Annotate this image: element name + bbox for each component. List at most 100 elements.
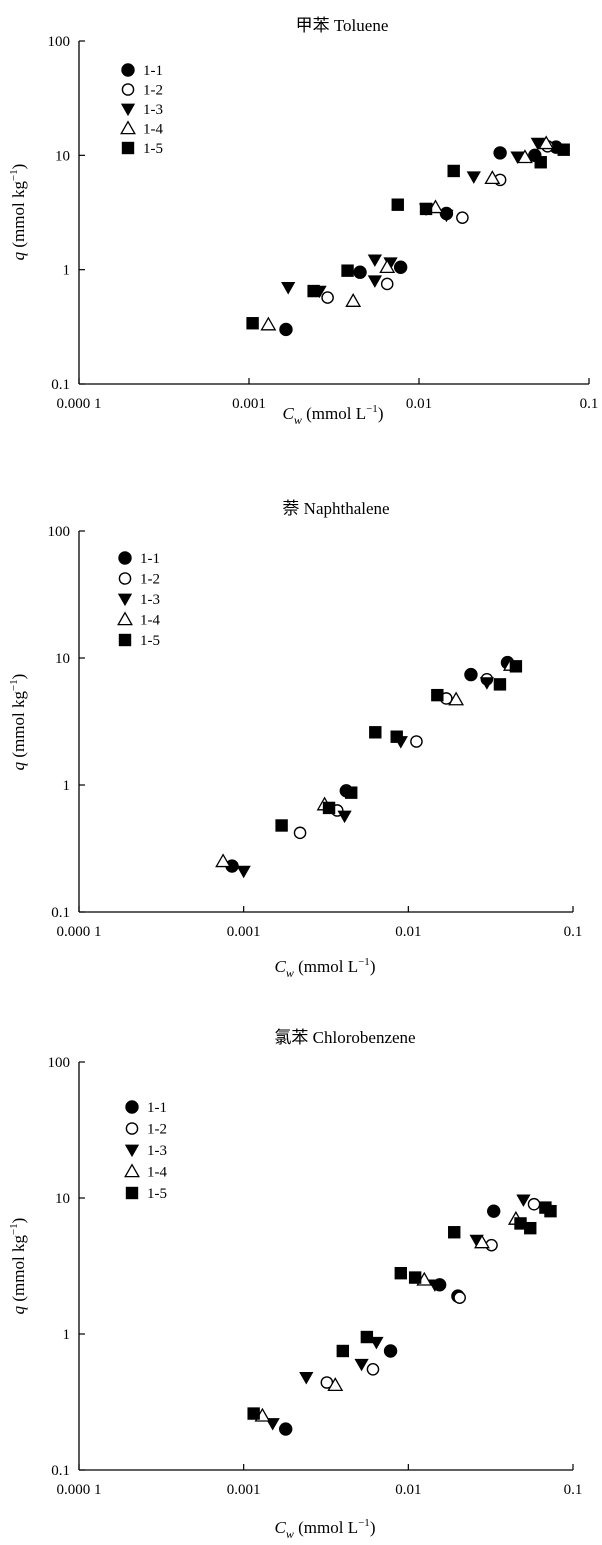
chart-panel-toluene: 甲苯 Toluene 0.000 1 0.001 0.01 0.10.1110100 … (8, 16, 598, 427)
data-point-1-5 (369, 726, 382, 739)
chart-panel-naphthalene: 萘 Naphthalene 0.000 1 0.001 0.01 0.1 0.1 1 10 1… (8, 499, 582, 980)
legend-label: 1-4 (147, 1165, 167, 1181)
x-tick-label: 0.01 (395, 1482, 421, 1498)
data-point-1-5 (246, 317, 259, 330)
legend-marker (124, 1144, 140, 1158)
data-point-1-5 (336, 1344, 350, 1358)
y-tick-label: 100 (48, 1055, 71, 1071)
y-tick-label: 0.1 (51, 905, 70, 921)
data-point-1-3 (367, 254, 382, 267)
legend-label: 1-2 (147, 1122, 167, 1138)
y-tick-label: 100 (48, 34, 71, 50)
legend-label: 1-2 (143, 83, 163, 99)
data-point-1-4 (484, 170, 501, 185)
legend-label: 1-1 (140, 551, 160, 567)
data-point-1-1 (464, 667, 478, 682)
data-points (215, 655, 523, 879)
legend-label: 1-3 (147, 1143, 167, 1159)
x-tick-label: 0.001 (227, 924, 261, 940)
data-point-1-4 (345, 293, 362, 307)
data-point-1-1 (487, 1204, 501, 1218)
chart-title: 氯苯 Chlorobenzene (274, 1028, 415, 1047)
data-point-1-1 (279, 322, 293, 337)
legend-marker (118, 551, 132, 565)
legend-marker (125, 1186, 139, 1200)
data-point-1-5 (307, 284, 320, 298)
legend-marker (125, 1122, 139, 1135)
data-point-1-2 (366, 1363, 380, 1376)
data-point-1-5 (514, 1217, 527, 1230)
chart-title: 萘 Naphthalene (282, 499, 389, 518)
legend-label: 1-5 (143, 141, 163, 157)
data-point-1-2 (456, 211, 469, 224)
data-point-1-5 (448, 1226, 461, 1239)
legend-marker (117, 593, 133, 607)
x-tick-label: 0.000 1 (57, 396, 102, 412)
x-axis-label: Cw (mmol L−1) (275, 1517, 376, 1541)
data-point-1-4 (215, 853, 232, 868)
chart-panel-chlorobenzene: 氯苯 Chlorobenzene 0.000 1 0.001 0.01 0.1 0.1 1… (8, 1028, 582, 1541)
x-tick-label: 0.1 (580, 396, 599, 412)
data-point-1-4 (474, 1234, 490, 1249)
legend-marker (117, 611, 133, 626)
data-point-1-4 (327, 1377, 344, 1392)
y-axis-label: q (mmol kg−1) (8, 1218, 28, 1315)
data-point-1-4 (379, 259, 396, 274)
legend-label: 1-4 (143, 122, 163, 138)
legend-label: 1-3 (140, 592, 160, 608)
y-tick-label: 100 (48, 524, 71, 540)
data-point-1-5 (419, 202, 433, 216)
data-point-1-1 (393, 260, 408, 274)
legend-label: 1-1 (147, 1100, 167, 1116)
data-point-1-3 (427, 1279, 443, 1292)
data-point-1-5 (394, 1266, 407, 1280)
legend-marker (120, 103, 136, 117)
data-point-1-5 (493, 678, 507, 691)
data-point-1-5 (447, 164, 460, 178)
data-point-1-5 (391, 198, 404, 211)
data-point-1-5 (341, 264, 354, 277)
legend: 1-1 1-2 1-3 1-4 1-5 (124, 1100, 167, 1202)
data-point-1-3 (466, 171, 481, 184)
y-tick-label: 1 (63, 778, 71, 794)
x-axis-label: Cw (mmol L−1) (275, 956, 376, 980)
legend: 1-1 1-2 1-3 1-4 1-5 (120, 63, 163, 157)
data-point-1-3 (337, 810, 352, 824)
y-tick-label: 0.1 (51, 1463, 70, 1479)
data-point-1-2 (453, 1291, 466, 1304)
data-point-1-5 (275, 819, 288, 832)
data-point-1-3 (236, 865, 251, 879)
y-tick-label: 10 (55, 651, 70, 667)
axis-ticks: 0.000 1 0.001 0.01 0.1 0.1 1 10 100 (48, 34, 599, 412)
data-point-1-3 (354, 1358, 369, 1372)
data-point-1-2 (321, 291, 334, 304)
legend-label: 1-4 (140, 613, 160, 629)
data-point-1-3 (281, 282, 296, 295)
data-point-1-5 (524, 1221, 537, 1235)
data-point-1-3 (479, 677, 495, 690)
chart-title: 甲苯 Toluene (296, 16, 389, 35)
x-tick-label: 0.1 (564, 924, 583, 940)
x-tick-label: 0.001 (232, 396, 266, 412)
y-tick-label: 0.1 (51, 377, 70, 393)
data-point-1-4 (538, 135, 555, 150)
legend-marker (121, 83, 135, 96)
data-point-1-3 (299, 1372, 314, 1385)
data-point-1-1 (383, 1344, 398, 1358)
x-tick-label: 0.001 (227, 1482, 261, 1498)
legend-marker (118, 572, 132, 585)
legend-label: 1-2 (140, 572, 160, 588)
x-axis-label: Cw (mmol L−1) (283, 403, 384, 427)
legend-marker (125, 1100, 139, 1114)
data-point-1-3 (530, 137, 545, 151)
data-point-1-2 (410, 735, 423, 748)
x-tick-label: 0.000 1 (57, 924, 102, 940)
legend-marker (121, 63, 135, 77)
data-point-1-5 (534, 156, 547, 169)
data-point-1-1 (493, 146, 507, 160)
data-point-1-5 (544, 1204, 557, 1218)
data-point-1-4 (517, 149, 533, 164)
legend: 1-1 1-2 1-3 1-4 1-5 (117, 551, 160, 649)
y-tick-label: 1 (63, 1327, 71, 1343)
data-point-1-5 (408, 1271, 422, 1284)
